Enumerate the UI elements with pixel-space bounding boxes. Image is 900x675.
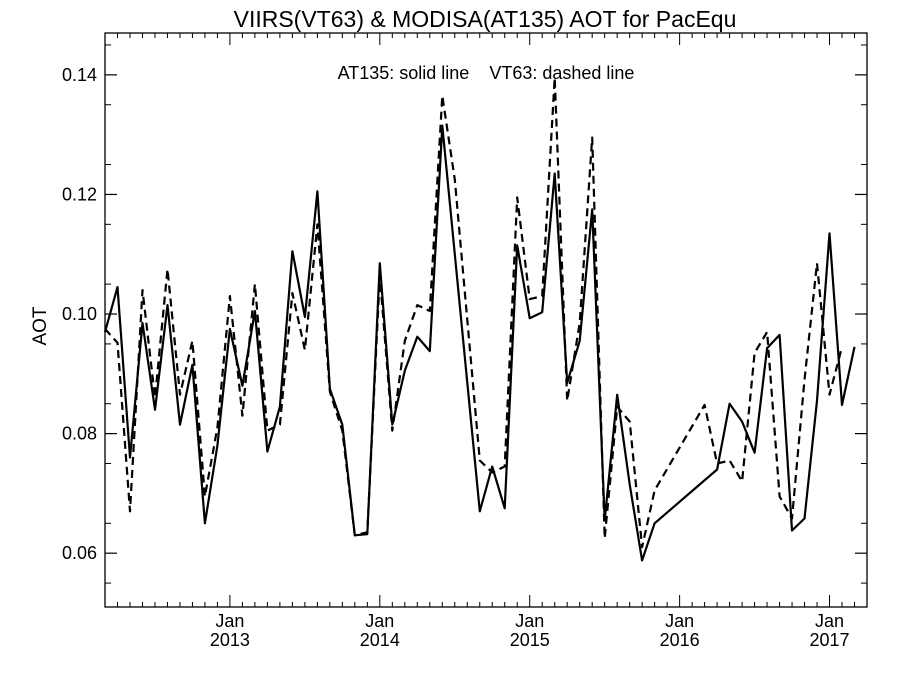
series-vt63	[104, 76, 844, 549]
x-tick-label-year: 2017	[810, 630, 850, 650]
x-tick-label-year: 2016	[660, 630, 700, 650]
y-tick-label: 0.08	[62, 424, 97, 444]
y-tick-label: 0.10	[62, 304, 97, 324]
series-line-at135	[103, 124, 856, 562]
y-tick-label: 0.12	[62, 184, 97, 204]
series-line-vt63	[104, 76, 844, 549]
y-tick-label: 0.14	[62, 65, 97, 85]
x-tick-label-year: 2013	[210, 630, 250, 650]
x-tick-label-month: Jan	[665, 611, 694, 631]
x-tick-label-month: Jan	[215, 611, 244, 631]
chart-title: VIIRS(VT63) & MODISA(AT135) AOT for PacE…	[234, 6, 737, 32]
x-tick-label-month: Jan	[365, 611, 394, 631]
x-tick-label-month: Jan	[515, 611, 544, 631]
y-tick-label: 0.06	[62, 543, 97, 563]
series-group	[103, 76, 856, 562]
x-tick-label-year: 2014	[360, 630, 400, 650]
x-tick-label-month: Jan	[815, 611, 844, 631]
series-at135	[103, 124, 856, 562]
y-axis-label: AOT	[30, 306, 51, 345]
axis-ticks: 0.060.080.100.120.14Jan2013Jan2014Jan201…	[62, 33, 868, 650]
plot-frame	[104, 32, 868, 608]
x-tick-label-year: 2015	[510, 630, 550, 650]
line-style-annotation: AT135: solid line VT63: dashed line	[338, 63, 635, 83]
